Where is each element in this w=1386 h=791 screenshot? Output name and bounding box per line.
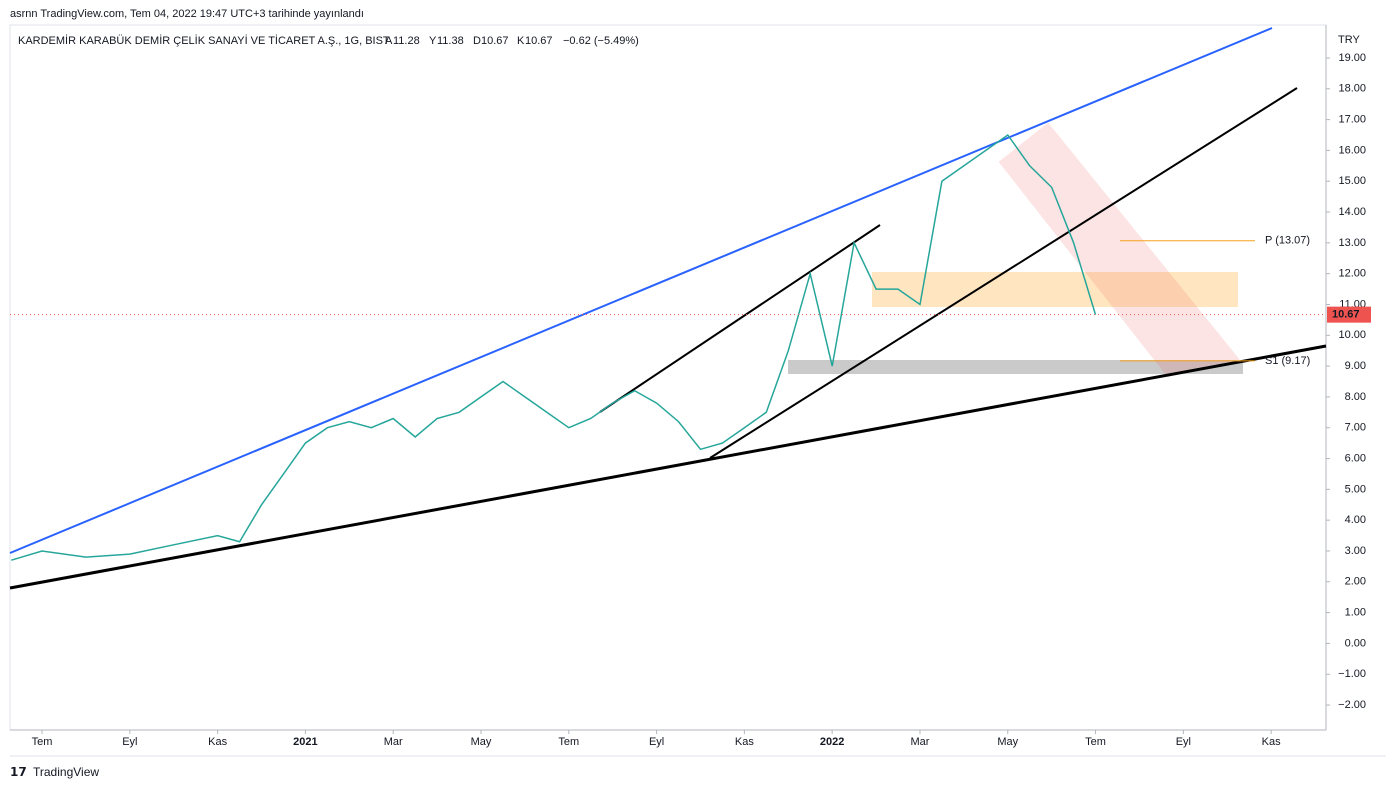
zone: [872, 272, 1238, 307]
y-tick-label: 5.00: [1345, 483, 1366, 495]
x-tick-label: Tem: [1085, 736, 1106, 748]
ohlc-value: 10.67: [481, 35, 509, 47]
y-tick-label: 0.00: [1345, 637, 1366, 649]
pivot-label: S1 (9.17): [1265, 355, 1310, 367]
x-tick-label: Tem: [558, 736, 579, 748]
y-tick-label: 13.00: [1338, 237, 1366, 249]
change: −0.62 (−5.49%): [563, 35, 639, 47]
y-tick-label: 18.00: [1338, 83, 1366, 95]
y-tick-label: 16.00: [1338, 144, 1366, 156]
y-tick-label: 19.00: [1338, 52, 1366, 64]
price-line: [11, 133, 1097, 561]
ohlc-value: 11.28: [393, 35, 420, 47]
x-tick-label: 2021: [293, 736, 317, 748]
y-tick-label: 6.00: [1345, 452, 1366, 464]
ohlc-key: K: [517, 35, 525, 47]
y-tick-label: 12.00: [1338, 268, 1366, 280]
trend-line: [599, 224, 881, 413]
y-tick-label: 8.00: [1345, 391, 1366, 403]
trend-line: [9, 27, 1273, 554]
ohlc-key: Y: [429, 35, 437, 47]
x-tick-label: Eyl: [649, 736, 664, 748]
x-tick-label: May: [471, 736, 492, 748]
x-tick-label: Eyl: [1176, 736, 1191, 748]
brand: TradingView: [33, 765, 99, 779]
ohlc-key: D: [473, 35, 481, 47]
zone: [788, 360, 1243, 374]
x-tick-label: May: [997, 736, 1018, 748]
ohlc-value: 11.38: [437, 35, 464, 47]
trend-line: [9, 344, 1327, 590]
last-price-box: [1327, 306, 1371, 323]
published-note: asrnn TradingView.com, Tem 04, 2022 19:4…: [10, 8, 364, 20]
x-tick-label: Kas: [735, 736, 754, 748]
y-tick-label: 9.00: [1345, 360, 1366, 372]
y-tick-label: 17.00: [1338, 114, 1366, 126]
x-tick-label: Tem: [32, 736, 53, 748]
y-tick-label: 10.00: [1338, 329, 1366, 341]
x-tick-label: Mar: [910, 736, 929, 748]
ohlc-value: 10.67: [525, 35, 553, 47]
symbol-title: KARDEMİR KARABÜK DEMİR ÇELİK SANAYİ VE T…: [18, 34, 390, 47]
pivot-label: P (13.07): [1265, 235, 1310, 247]
trend-line: [709, 87, 1298, 459]
y-tick-label: 4.00: [1345, 514, 1366, 526]
x-tick-label: Kas: [208, 736, 227, 748]
currency: TRY: [1338, 34, 1360, 46]
y-tick-label: 1.00: [1345, 607, 1366, 619]
y-tick-label: 7.00: [1345, 422, 1366, 434]
y-tick-label: −1.00: [1338, 668, 1366, 680]
x-tick-label: Mar: [384, 736, 403, 748]
y-tick-label: 15.00: [1338, 175, 1366, 187]
ohlc-key: A: [385, 35, 393, 47]
channel: [998, 122, 1240, 378]
y-tick-label: 2.00: [1345, 576, 1366, 588]
y-tick-label: 14.00: [1338, 206, 1366, 218]
logo: 𝟭𝟳: [10, 765, 27, 779]
x-tick-label: Kas: [1262, 736, 1281, 748]
y-tick-label: 3.00: [1345, 545, 1366, 557]
x-tick-label: Eyl: [122, 736, 137, 748]
y-tick-label: −2.00: [1338, 699, 1366, 711]
x-tick-label: 2022: [820, 736, 844, 748]
last-price-label: 10.67: [1332, 309, 1360, 321]
